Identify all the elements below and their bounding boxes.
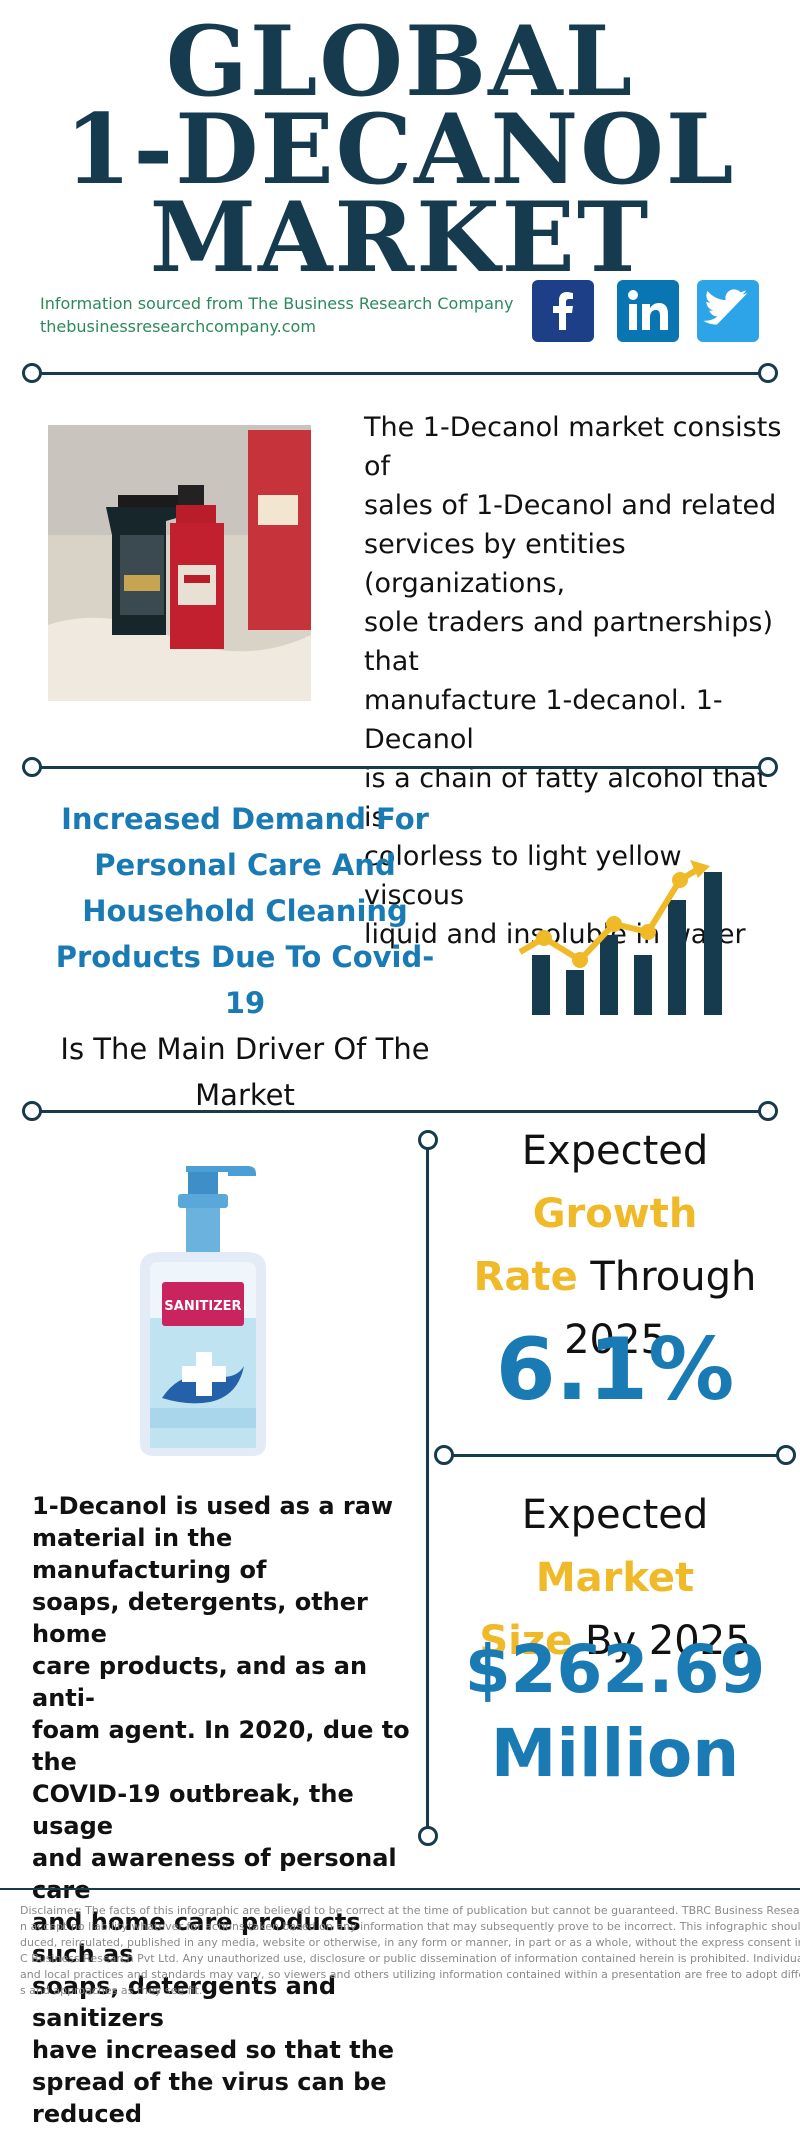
- growth-head-gold: Growth: [532, 1191, 698, 1237]
- disclaimer-line: duced, reirculated, published in any med…: [20, 1936, 800, 1949]
- description-line: sales of 1-Decanol and related: [364, 490, 777, 521]
- growth-head-year: 2025: [564, 1317, 666, 1363]
- size-head-gold: Market: [535, 1555, 695, 1601]
- growth-rate-heading: Expected Growth Rate Through 2025: [440, 1120, 790, 1372]
- facebook-icon[interactable]: [532, 280, 594, 342]
- usage-line: care products, and as an anti-: [32, 1652, 368, 1712]
- market-size-value: $262.69 Million: [430, 1628, 800, 1796]
- divider-node: [434, 1445, 454, 1465]
- disclaimer-line: Disclaimer: The facts of this infographi…: [20, 1904, 800, 1917]
- usage-line: and awareness of personal care: [32, 1844, 397, 1904]
- market-description: The 1-Decanol market consists of sales o…: [364, 408, 784, 954]
- disclaimer-line: C Business Research Pvt Ltd. Any unautho…: [20, 1952, 800, 1965]
- title-line-1: GLOBAL: [165, 5, 635, 118]
- driver-line: Is The Main Driver Of The: [60, 1032, 430, 1066]
- growth-head-gold: Rate: [473, 1254, 578, 1300]
- title-line-2: 1-DECANOL: [64, 93, 736, 206]
- size-head-post: By 2025: [572, 1618, 751, 1664]
- vertical-divider: [426, 1138, 429, 1828]
- divider-node: [418, 1826, 438, 1846]
- divider-node: [22, 757, 42, 777]
- market-size-amount: $262.69: [464, 1631, 766, 1708]
- disclaimer-line: s and approaches as they see fit.: [20, 1984, 203, 1997]
- linkedin-icon[interactable]: [617, 280, 679, 342]
- description-line: manufacture 1-decanol. 1-Decanol: [364, 685, 723, 755]
- divider-node: [418, 1130, 438, 1150]
- market-driver: Increased Demand For Personal Care And H…: [40, 796, 450, 1118]
- usage-paragraph: 1-Decanol is used as a raw material in t…: [32, 1490, 412, 2130]
- usage-line: COVID-19 outbreak, the usage: [32, 1780, 354, 1840]
- usage-line: 1-Decanol is used as a raw: [32, 1492, 394, 1520]
- divider-node: [776, 1445, 796, 1465]
- description-line: services by entities (organizations,: [364, 529, 626, 599]
- sanitizer-label: SANITIZER: [164, 1299, 241, 1314]
- disclaimer: Disclaimer: The facts of this infographi…: [20, 1903, 800, 1999]
- divider-node: [22, 1101, 42, 1121]
- title-line-3: MARKET: [149, 181, 651, 294]
- disclaimer-line: and local practices and standards may va…: [20, 1968, 800, 1981]
- size-head-gold: Size: [479, 1618, 573, 1664]
- section-divider: [444, 1454, 784, 1457]
- twitter-icon[interactable]: [697, 280, 759, 342]
- footer-divider: [0, 1888, 800, 1890]
- market-size-heading: Expected Market Size By 2025: [440, 1484, 790, 1673]
- usage-line: soaps, detergents, other home: [32, 1588, 368, 1648]
- divider-node: [758, 1101, 778, 1121]
- growth-chart-icon: [514, 860, 736, 1015]
- driver-highlight-line: Increased Demand For: [61, 802, 429, 836]
- product-photo: [48, 425, 311, 701]
- section-divider: [34, 1110, 766, 1113]
- growth-head-post: Through: [577, 1254, 757, 1300]
- size-head-pre: Expected: [521, 1492, 709, 1538]
- description-line: colorless to light yellow viscous: [364, 841, 682, 911]
- usage-line: material in the manufacturing of: [32, 1524, 267, 1584]
- disclaimer-line: n accept no liability whatever for actio…: [20, 1920, 800, 1933]
- driver-highlight-line: Household Cleaning: [82, 894, 408, 928]
- usage-line: and home care products such as: [32, 1908, 361, 1968]
- section-divider: [34, 766, 766, 769]
- sanitizer-bottle-icon: SANITIZER: [130, 1158, 280, 1458]
- usage-line: spread of the virus can be: [32, 2068, 387, 2096]
- driver-line: Market: [195, 1078, 295, 1112]
- divider-node: [758, 757, 778, 777]
- growth-head-pre: Expected: [521, 1128, 709, 1174]
- usage-line: have increased so that the: [32, 2036, 395, 2064]
- section-divider: [34, 372, 766, 375]
- description-line: The 1-Decanol market consists of: [364, 412, 782, 482]
- source-text: Information sourced from The Business Re…: [40, 294, 514, 313]
- growth-rate-value: 6.1%: [495, 1320, 735, 1420]
- divider-node: [22, 363, 42, 383]
- market-size-unit: Million: [490, 1715, 740, 1792]
- driver-highlight-line: Personal Care And: [94, 848, 396, 882]
- usage-line: foam agent. In 2020, due to the: [32, 1716, 410, 1776]
- usage-line: reduced: [32, 2100, 143, 2128]
- driver-highlight-line: Products Due To Covid-19: [55, 940, 435, 1020]
- source-attribution: Information sourced from The Business Re…: [40, 292, 513, 338]
- divider-node: [758, 363, 778, 383]
- source-url[interactable]: thebusinessresearchcompany.com: [40, 317, 316, 336]
- description-line: sole traders and partnerships) that: [364, 607, 774, 677]
- page-title: GLOBAL 1-DECANOL MARKET: [0, 5, 800, 294]
